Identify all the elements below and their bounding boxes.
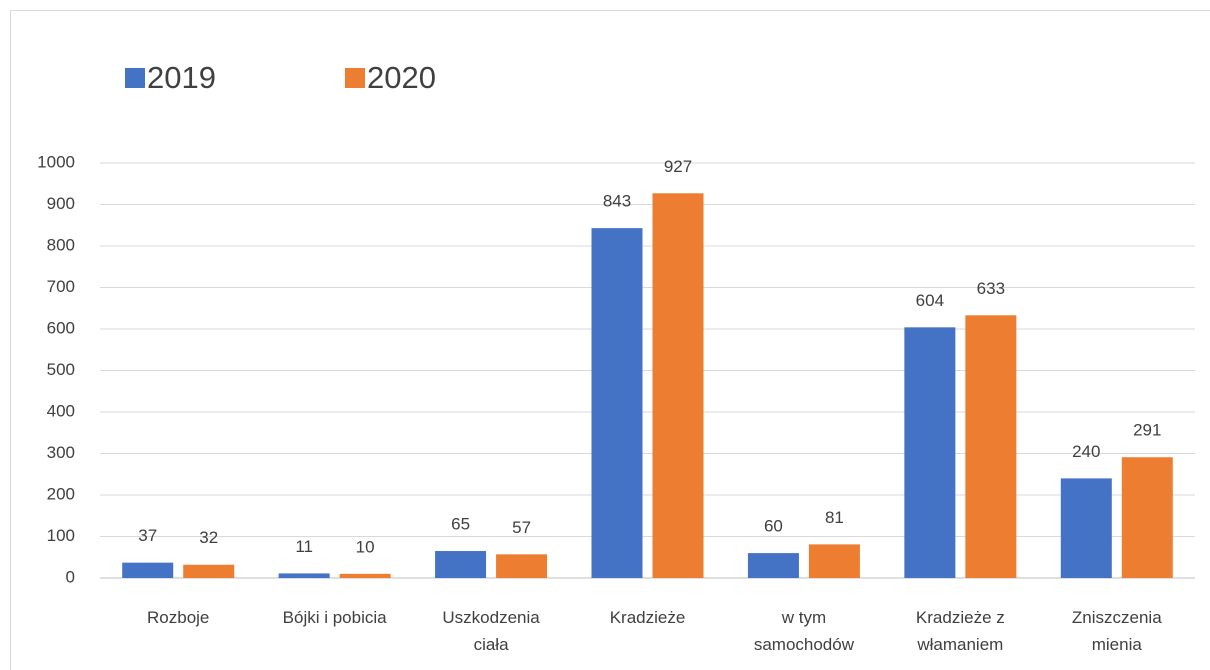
x-tick-label: Rozboje [147,608,210,627]
bar [904,327,956,578]
data-label: 60 [764,517,783,536]
y-tick-label: 400 [47,401,75,420]
bar [183,564,235,578]
legend-swatch [125,68,145,88]
data-label: 37 [138,526,157,545]
data-label: 633 [977,279,1005,298]
y-tick-label: 0 [66,567,75,586]
bar [278,573,330,578]
bar [122,562,174,578]
y-tick-label: 600 [47,318,75,337]
bar [808,544,860,578]
bar [496,554,548,578]
y-tick-label: 100 [47,526,75,545]
chart-frame [10,10,1210,670]
legend-label: 2020 [367,60,436,95]
y-tick-label: 1000 [37,152,75,171]
x-tick-label: w tym samochodów [753,608,854,654]
x-tick-label: Uszkodzenia ciała [442,608,540,654]
x-tick-label: Zniszczenia mienia [1071,608,1162,654]
data-label: 11 [295,537,313,556]
data-label: 32 [199,528,218,547]
data-label: 604 [916,291,944,310]
bar [965,315,1017,578]
y-tick-label: 500 [47,360,75,379]
bar [747,553,799,578]
data-label: 10 [356,537,375,556]
y-tick-label: 800 [47,235,75,254]
bar [1060,478,1112,578]
legend-swatch [345,68,365,88]
bar [652,193,704,579]
data-label: 57 [512,518,531,537]
bar [591,228,643,578]
y-tick-label: 700 [47,277,75,296]
bar [435,551,487,578]
data-label: 843 [603,192,631,211]
bar [339,573,391,578]
x-tick-label: Kradzieże [609,608,686,627]
data-label: 291 [1133,421,1161,440]
y-tick-label: 200 [47,484,75,503]
x-tick-label: Bójki i pobicia [282,608,387,627]
data-label: 81 [825,508,844,527]
data-label: 65 [451,515,470,534]
x-tick-label: Kradzieże z włamaniem [915,608,1005,654]
data-label: 927 [664,157,692,176]
y-tick-label: 300 [47,443,75,462]
y-tick-label: 900 [47,194,75,213]
bar [1121,457,1173,578]
data-label: 240 [1072,442,1100,461]
legend-label: 2019 [147,60,216,95]
